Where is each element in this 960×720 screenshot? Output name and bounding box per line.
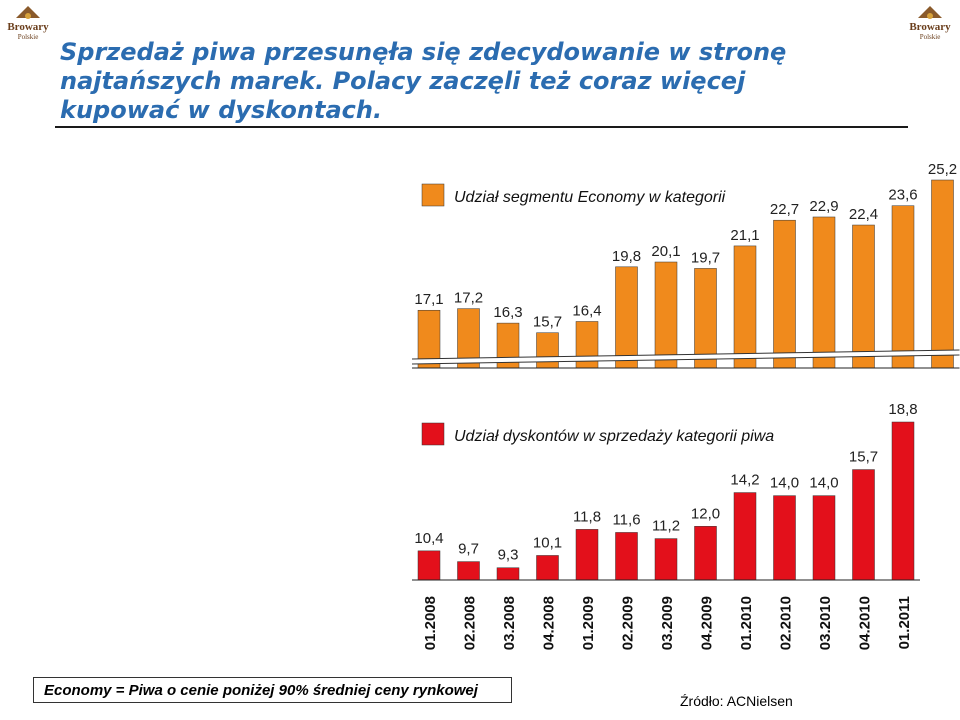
discount-bar: [852, 469, 875, 581]
economy-data-label: 23,6: [888, 187, 917, 204]
discount-bar: [496, 567, 520, 581]
source-label: Źródło: ACNielsen: [680, 693, 793, 709]
discount-bar: [733, 492, 757, 581]
svg-text:Browary: Browary: [7, 21, 49, 33]
economy-data-label: 19,7: [691, 249, 720, 266]
discount-data-label: 10,1: [533, 534, 562, 551]
x-tick-label: 02.2010: [778, 596, 795, 650]
economy-bar: [812, 216, 836, 369]
economy-bar: [773, 219, 796, 369]
economy-bar: [931, 179, 954, 369]
discount-bar: [457, 561, 480, 581]
discount-data-label: 11,6: [612, 511, 640, 528]
discount-data-label: 14,2: [730, 472, 759, 489]
discount-data-label: 9,7: [458, 541, 479, 558]
axis-break-line: [411, 354, 960, 365]
page-title: Sprzedaż piwa przesunęła się zdecydowani…: [60, 38, 787, 124]
discount-data-label: 11,2: [652, 518, 680, 535]
axis-break-line: [411, 349, 960, 360]
discount-data-label: 14,0: [770, 475, 799, 492]
economy-data-label: 22,7: [770, 201, 799, 218]
title-underline: [55, 126, 908, 128]
discount-bar: [536, 555, 559, 581]
discount-bar: [891, 421, 915, 581]
discount-legend-swatch: [421, 422, 445, 446]
axis-break-gap: [412, 350, 960, 364]
discount-bar: [812, 495, 836, 581]
economy-data-label: 16,4: [572, 302, 601, 319]
economy-data-label: 17,2: [454, 290, 483, 307]
svg-text:Browary: Browary: [909, 21, 951, 33]
economy-data-label: 22,9: [809, 198, 838, 215]
economy-legend-label: Udział segmentu Economy w kategorii: [454, 189, 726, 206]
discount-bar: [773, 495, 796, 581]
browary-polskie-logo-right: Browary Polskie: [904, 2, 956, 42]
discount-data-label: 12,0: [691, 505, 720, 522]
discount-data-label: 14,0: [809, 475, 838, 492]
economy-bar: [654, 261, 678, 369]
x-tick-label: 01.2011: [896, 596, 913, 649]
economy-legend-swatch: [421, 183, 445, 207]
discount-bar: [575, 529, 599, 581]
x-tick-label: 01.2008: [422, 596, 439, 650]
economy-data-label: 19,8: [612, 248, 641, 265]
x-tick-label: 03.2009: [659, 596, 676, 650]
x-tick-label: 03.2008: [501, 596, 518, 650]
economy-bar: [536, 332, 559, 369]
discount-bar: [654, 538, 678, 581]
economy-data-label: 25,2: [928, 161, 957, 178]
x-tick-label: 03.2010: [817, 596, 834, 650]
economy-bar: [852, 224, 875, 369]
discount-legend-label: Udział dyskontów w sprzedaży kategorii p…: [454, 428, 774, 445]
discount-data-label: 18,8: [888, 401, 917, 418]
svg-text:Polskie: Polskie: [920, 33, 941, 41]
svg-text:Polskie: Polskie: [18, 33, 39, 41]
economy-data-label: 20,1: [651, 243, 680, 260]
x-tick-label: 04.2009: [699, 596, 716, 650]
economy-data-label: 21,1: [730, 227, 759, 244]
economy-data-label: 22,4: [849, 206, 878, 223]
economy-data-label: 17,1: [414, 291, 443, 308]
discount-data-label: 11,8: [573, 508, 601, 525]
economy-definition-note: Economy = Piwa o cenie poniżej 90% średn…: [33, 677, 512, 703]
discount-data-label: 10,4: [414, 530, 443, 547]
economy-bar: [694, 268, 717, 369]
discount-bar: [694, 526, 717, 581]
x-tick-label: 04.2008: [541, 596, 558, 650]
browary-polskie-logo-left: Browary Polskie: [2, 2, 54, 42]
economy-bar: [615, 266, 638, 369]
discount-bar: [417, 550, 441, 581]
discount-data-label: 15,7: [849, 449, 878, 466]
x-tick-label: 01.2009: [580, 596, 597, 650]
x-tick-label: 02.2008: [462, 596, 479, 650]
economy-data-label: 15,7: [533, 314, 562, 331]
x-tick-label: 04.2010: [857, 596, 874, 650]
discount-data-label: 9,3: [498, 547, 519, 564]
economy-bar: [733, 245, 757, 369]
economy-bar: [891, 205, 915, 369]
x-tick-label: 01.2010: [738, 596, 755, 650]
discount-bar: [615, 532, 638, 581]
x-tick-label: 02.2009: [620, 596, 637, 650]
economy-data-label: 16,3: [493, 304, 522, 321]
